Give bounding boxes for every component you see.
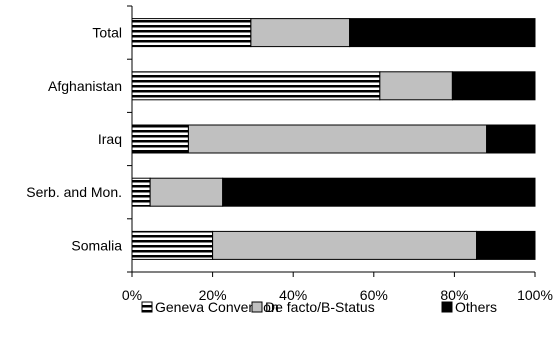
x-tick-label-1: 20% bbox=[199, 287, 227, 303]
bar-afghanistan-geneva-convention bbox=[131, 71, 381, 101]
x-tick-label-5: 100% bbox=[517, 287, 553, 303]
bar-total-geneva-convention bbox=[131, 18, 252, 48]
legend-swatch-geneva-convention bbox=[141, 301, 153, 313]
plot-area: Total Afghanistan Iraq Serb. and Mon. Somali… bbox=[26, 5, 553, 303]
category-label-somalia: Somalia bbox=[71, 237, 122, 253]
bar-serb-and-mon-de-facto-b-status bbox=[149, 177, 224, 207]
bar-serb-and-mon-geneva-convention bbox=[131, 177, 151, 207]
legend-label-geneva-convention: Geneva Convention bbox=[155, 299, 279, 315]
legend-label-de-facto-b-status: De facto/B-Status bbox=[265, 299, 375, 315]
legend-swatch-de-facto-b-status bbox=[251, 301, 263, 313]
category-label-serb-and-mon: Serb. and Mon. bbox=[26, 184, 122, 200]
bar-iraq-de-facto-b-status bbox=[187, 124, 488, 154]
x-tick-label-0: 0% bbox=[122, 287, 142, 303]
bar-serb-and-mon-others bbox=[222, 177, 536, 207]
legend-swatch-others bbox=[441, 301, 453, 313]
bar-total-others bbox=[349, 18, 536, 48]
bar-somalia-de-facto-b-status bbox=[212, 230, 478, 260]
bar-iraq-others bbox=[486, 124, 536, 154]
bar-somalia-geneva-convention bbox=[131, 230, 214, 260]
bar-iraq-geneva-convention bbox=[131, 124, 189, 154]
legend-label-others: Others bbox=[455, 299, 497, 315]
x-tick-label-3: 60% bbox=[360, 287, 388, 303]
category-label-iraq: Iraq bbox=[98, 131, 122, 147]
bar-afghanistan-de-facto-b-status bbox=[379, 71, 453, 101]
bar-total-de-facto-b-status bbox=[250, 18, 351, 48]
bar-somalia-others bbox=[476, 230, 536, 260]
bar-afghanistan-others bbox=[451, 71, 536, 101]
x-tick-label-4: 80% bbox=[440, 287, 468, 303]
category-label-total: Total bbox=[92, 25, 122, 41]
x-tick-label-2: 40% bbox=[279, 287, 307, 303]
category-label-afghanistan: Afghanistan bbox=[48, 78, 122, 94]
